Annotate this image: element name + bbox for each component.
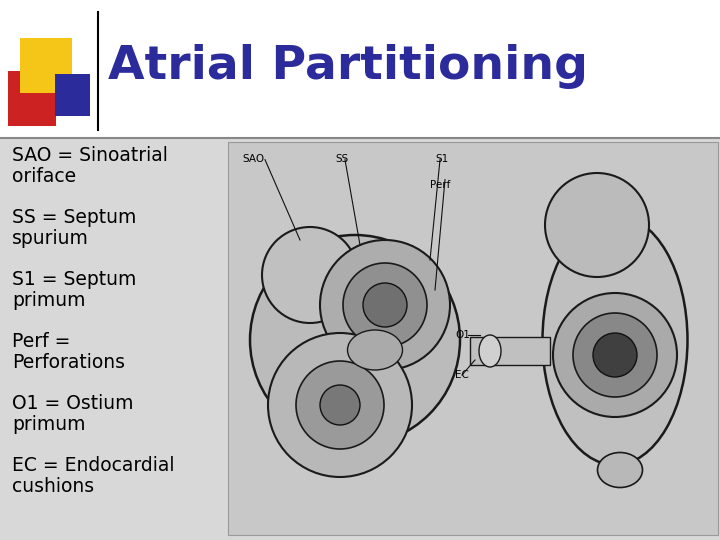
Text: Perf: Perf — [430, 180, 451, 190]
Text: S1: S1 — [435, 154, 449, 164]
Text: SAO: SAO — [242, 154, 264, 164]
Bar — [0, 138, 720, 540]
Bar — [0, 0, 720, 138]
Circle shape — [320, 385, 360, 425]
Text: EC = Endocardial
cushions: EC = Endocardial cushions — [12, 456, 174, 496]
Ellipse shape — [348, 330, 402, 370]
Bar — [228, 141, 718, 535]
Circle shape — [320, 240, 450, 370]
Bar — [8, 71, 56, 126]
Text: SS: SS — [335, 154, 348, 164]
Circle shape — [343, 263, 427, 347]
Ellipse shape — [598, 453, 642, 488]
Bar — [20, 38, 72, 93]
Circle shape — [268, 333, 412, 477]
Text: SAO = Sinoatrial
oriface: SAO = Sinoatrial oriface — [12, 146, 168, 186]
Circle shape — [593, 333, 637, 377]
Circle shape — [553, 293, 677, 417]
Circle shape — [262, 227, 358, 323]
Text: S1 = Septum
primum: S1 = Septum primum — [12, 269, 136, 310]
Text: O1: O1 — [455, 330, 470, 340]
Text: EC: EC — [455, 370, 469, 380]
Circle shape — [363, 283, 407, 327]
Text: SS = Septum
spurium: SS = Septum spurium — [12, 208, 136, 248]
Text: Atrial Partitioning: Atrial Partitioning — [108, 44, 588, 89]
Ellipse shape — [542, 215, 688, 465]
Bar — [470, 337, 550, 365]
Circle shape — [250, 235, 460, 445]
Circle shape — [296, 361, 384, 449]
Text: O1 = Ostium
primum: O1 = Ostium primum — [12, 394, 133, 434]
Circle shape — [573, 313, 657, 397]
Text: Perf =
Perforations: Perf = Perforations — [12, 332, 125, 372]
Ellipse shape — [479, 335, 501, 367]
Bar — [55, 73, 90, 116]
Circle shape — [545, 173, 649, 277]
